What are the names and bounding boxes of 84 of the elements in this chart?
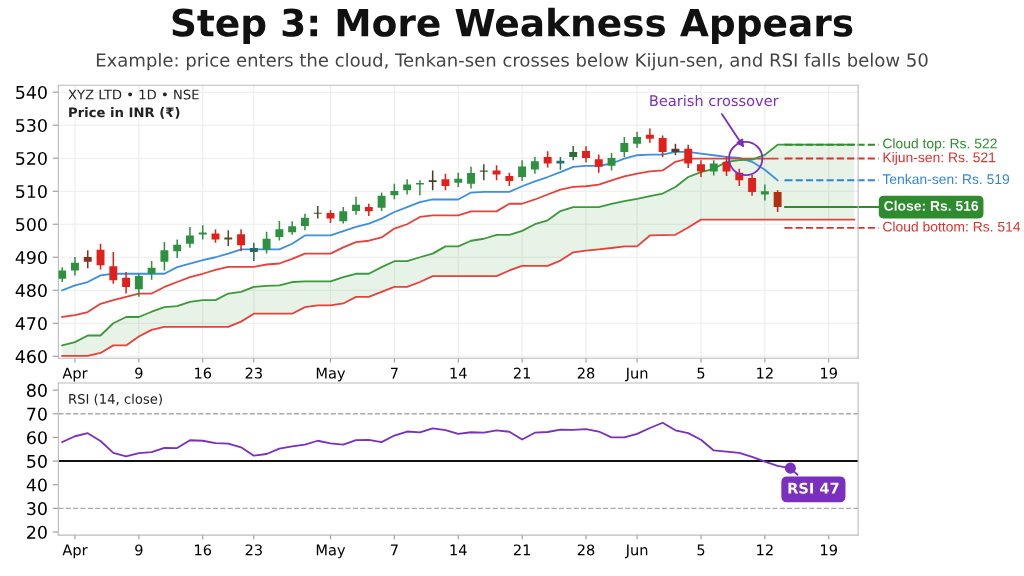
ref-line-label: Cloud top: Rs. 522 bbox=[883, 138, 997, 152]
x-tick-label: Jun bbox=[624, 544, 648, 559]
candlestick bbox=[237, 228, 246, 253]
chart-subtitle: Example: price enters the cloud, Tenkan-sen crosses below Kijun-sen, and RSI falls below 50 bbox=[96, 52, 928, 71]
candlestick bbox=[377, 191, 386, 212]
candlestick bbox=[748, 173, 757, 197]
candlestick bbox=[122, 271, 131, 295]
candlestick bbox=[645, 127, 654, 144]
annotation: RSI 47 bbox=[788, 482, 839, 494]
y-tick-label: 530 bbox=[16, 118, 47, 133]
x-tick-label: 7 bbox=[390, 367, 398, 379]
x-tick-label: 14 bbox=[450, 544, 467, 556]
candlestick bbox=[249, 241, 258, 262]
y-tick-label: 30 bbox=[27, 502, 47, 516]
annotation: XYZ LTD • 1D • NSE bbox=[68, 89, 199, 100]
x-tick-label: May bbox=[316, 544, 346, 559]
ref-line-label: Cloud bottom: Rs. 514 bbox=[883, 221, 1021, 232]
x-tick-label: 14 bbox=[450, 367, 467, 379]
candlestick bbox=[403, 178, 412, 196]
y-tick-label: 500 bbox=[16, 217, 47, 232]
y-tick-label: 60 bbox=[27, 431, 47, 445]
x-tick-label: 23 bbox=[245, 367, 262, 379]
candlestick bbox=[147, 260, 156, 281]
candlestick bbox=[684, 143, 693, 169]
x-tick-label: 7 bbox=[390, 544, 398, 556]
y-tick-label: 80 bbox=[27, 383, 47, 397]
x-tick-label: 23 bbox=[245, 544, 262, 556]
x-tick-label: 28 bbox=[577, 367, 595, 379]
candlestick bbox=[160, 241, 169, 272]
y-tick-label: 40 bbox=[26, 478, 47, 492]
candlestick bbox=[173, 238, 182, 259]
x-tick-label: 21 bbox=[513, 544, 531, 556]
line-series bbox=[61, 218, 856, 357]
x-tick-label: Apr bbox=[62, 544, 88, 559]
candlestick bbox=[71, 256, 79, 277]
x-tick-label: 9 bbox=[135, 367, 143, 379]
y-tick-label: 490 bbox=[15, 250, 47, 265]
y-tick-label: 510 bbox=[16, 184, 47, 199]
y-tick-label: 480 bbox=[15, 283, 47, 298]
ref-line-label: Kijun-sen: Rs. 521 bbox=[883, 152, 996, 166]
x-tick-label: 5 bbox=[697, 544, 705, 556]
x-tick-label: Apr bbox=[62, 367, 88, 382]
x-tick-label: 16 bbox=[195, 367, 212, 379]
candlestick bbox=[262, 231, 271, 255]
candlestick bbox=[415, 179, 424, 196]
candlestick bbox=[275, 220, 284, 242]
candlestick bbox=[658, 134, 667, 158]
x-tick-label: 12 bbox=[757, 544, 773, 556]
candlestick bbox=[454, 171, 463, 188]
candlestick bbox=[134, 272, 143, 298]
y-tick-label: 520 bbox=[16, 151, 47, 166]
candlestick bbox=[773, 189, 782, 213]
y-tick-label: 540 bbox=[16, 85, 47, 100]
candlestick bbox=[109, 251, 118, 285]
x-tick-label: 12 bbox=[757, 367, 773, 379]
candlestick bbox=[428, 169, 437, 191]
candlestick bbox=[594, 153, 603, 174]
x-tick-label: 19 bbox=[821, 544, 837, 556]
x-tick-label: 16 bbox=[195, 544, 212, 556]
x-tick-label: 28 bbox=[577, 544, 595, 556]
x-tick-label: May bbox=[316, 367, 346, 382]
y-tick-label: 460 bbox=[15, 350, 47, 364]
candlestick bbox=[479, 163, 488, 182]
y-axis-title: Price in INR (₹) bbox=[69, 107, 180, 119]
y-tick-label: 20 bbox=[27, 525, 47, 539]
x-tick-label: 9 bbox=[135, 544, 143, 556]
x-tick-label: 5 bbox=[697, 367, 705, 379]
x-tick-label: 21 bbox=[513, 367, 531, 379]
candlestick bbox=[83, 249, 92, 269]
candlestick bbox=[518, 159, 527, 182]
ref-line-label: Close: Rs. 516 bbox=[884, 200, 979, 211]
y-tick-label: 470 bbox=[15, 316, 47, 331]
ref-line-label: Tenkan-sen: Rs. 519 bbox=[882, 173, 1010, 185]
candlestick bbox=[760, 183, 769, 202]
candlestick bbox=[185, 226, 194, 249]
annotation: Bearish crossover bbox=[650, 94, 779, 107]
candlestick bbox=[620, 136, 629, 158]
x-tick-label: 19 bbox=[821, 367, 837, 379]
y-tick-label: 70 bbox=[27, 407, 47, 421]
chart-title: Step 3: More Weakness Appears bbox=[172, 7, 853, 45]
text: RSI (14, close) bbox=[69, 393, 162, 406]
candlestick bbox=[467, 166, 475, 190]
y-tick-label: 50 bbox=[27, 454, 47, 468]
x-tick-label: Jun bbox=[624, 367, 648, 382]
